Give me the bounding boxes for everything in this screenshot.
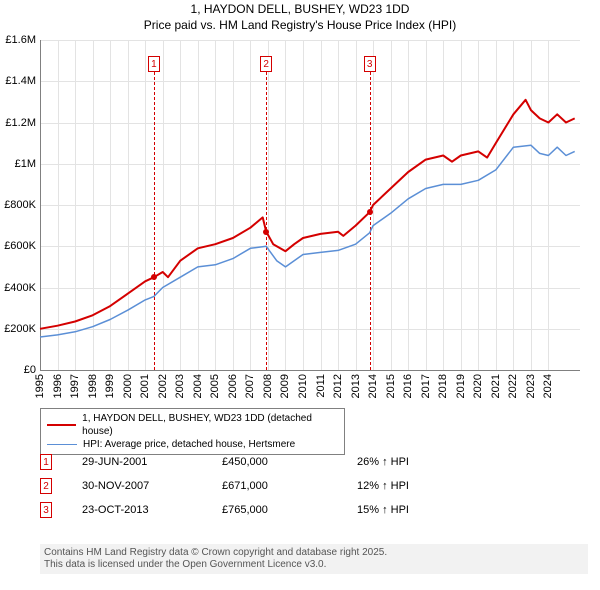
x-tick-label: 2013 xyxy=(350,374,362,398)
x-tick-label: 1995 xyxy=(34,374,46,398)
annotation-date: 29-JUN-2001 xyxy=(82,456,222,468)
y-tick-label: £200K xyxy=(4,323,36,335)
y-tick-label: £600K xyxy=(4,240,36,252)
x-tick-label: 1996 xyxy=(52,374,64,398)
legend-label: 1, HAYDON DELL, BUSHEY, WD23 1DD (detach… xyxy=(82,412,338,438)
annotation-price: £765,000 xyxy=(222,504,357,516)
x-tick-label: 2017 xyxy=(420,374,432,398)
annotation-price: £671,000 xyxy=(222,480,357,492)
sale-marker-dot xyxy=(263,229,269,235)
y-tick-label: £400K xyxy=(4,282,36,294)
y-tick-label: £1.2M xyxy=(5,117,36,129)
annotation-date: 30-NOV-2007 xyxy=(82,480,222,492)
x-tick-label: 2022 xyxy=(507,374,519,398)
x-tick-label: 2021 xyxy=(490,374,502,398)
y-tick-label: £1M xyxy=(15,158,36,170)
y-tick-label: £1.4M xyxy=(5,75,36,87)
sale-marker-box: 2 xyxy=(260,56,272,72)
x-tick-label: 2018 xyxy=(437,374,449,398)
x-tick-label: 2023 xyxy=(525,374,537,398)
sale-marker-dot xyxy=(367,209,373,215)
x-tick-label: 2016 xyxy=(402,374,414,398)
x-tick-label: 2005 xyxy=(209,374,221,398)
sales-annotation-table: 1 29-JUN-2001£450,00026% ↑ HPI 2 30-NOV-200… xyxy=(40,450,477,522)
x-tick-label: 2004 xyxy=(192,374,204,398)
x-tick-label: 2000 xyxy=(122,374,134,398)
x-tick-label: 2001 xyxy=(139,374,151,398)
footer-line2: This data is licensed under the Open Gov… xyxy=(44,559,584,571)
x-tick-label: 2008 xyxy=(262,374,274,398)
x-tick-label: 2002 xyxy=(157,374,169,398)
legend: 1, HAYDON DELL, BUSHEY, WD23 1DD (detach… xyxy=(40,408,345,455)
legend-swatch xyxy=(47,444,77,445)
annotation-index-box: 1 xyxy=(40,454,52,470)
sale-marker-box: 1 xyxy=(148,56,160,72)
x-tick-label: 2009 xyxy=(279,374,291,398)
x-axis-line xyxy=(40,370,580,371)
annotation-row: 1 29-JUN-2001£450,00026% ↑ HPI xyxy=(40,450,477,474)
legend-item: 1, HAYDON DELL, BUSHEY, WD23 1DD (detach… xyxy=(47,412,338,438)
x-tick-label: 2011 xyxy=(315,374,327,398)
annotation-index-box: 2 xyxy=(40,478,52,494)
sale-marker-box: 3 xyxy=(364,56,376,72)
y-tick-label: £800K xyxy=(4,199,36,211)
x-tick-label: 2014 xyxy=(367,374,379,398)
x-tick-label: 2020 xyxy=(472,374,484,398)
annotation-diff: 26% ↑ HPI xyxy=(357,456,477,468)
sale-marker-dot xyxy=(151,274,157,280)
x-tick-label: 2012 xyxy=(332,374,344,398)
x-tick-label: 2003 xyxy=(174,374,186,398)
series-svg xyxy=(40,40,580,370)
annotation-row: 3 23-OCT-2013£765,00015% ↑ HPI xyxy=(40,498,477,522)
chart-plot-area: £0£200K£400K£600K£800K£1M£1.2M£1.4M£1.6M… xyxy=(40,40,580,370)
x-tick-label: 1997 xyxy=(69,374,81,398)
annotation-diff: 12% ↑ HPI xyxy=(357,480,477,492)
x-tick-label: 2015 xyxy=(385,374,397,398)
annotation-date: 23-OCT-2013 xyxy=(82,504,222,516)
title-line2: Price paid vs. HM Land Registry's House … xyxy=(0,18,600,34)
footer-licence-note: Contains HM Land Registry data © Crown c… xyxy=(40,544,588,574)
annotation-price: £450,000 xyxy=(222,456,357,468)
title-line1: 1, HAYDON DELL, BUSHEY, WD23 1DD xyxy=(0,2,600,18)
x-tick-label: 2007 xyxy=(244,374,256,398)
annotation-row: 2 30-NOV-2007£671,00012% ↑ HPI xyxy=(40,474,477,498)
x-tick-label: 1999 xyxy=(104,374,116,398)
x-tick-label: 1998 xyxy=(87,374,99,398)
annotation-index-box: 3 xyxy=(40,502,52,518)
annotation-diff: 15% ↑ HPI xyxy=(357,504,477,516)
series-line-hpi xyxy=(40,145,575,337)
series-line-price_paid xyxy=(40,100,575,329)
x-tick-label: 2010 xyxy=(297,374,309,398)
x-tick-label: 2024 xyxy=(542,374,554,398)
footer-line1: Contains HM Land Registry data © Crown c… xyxy=(44,547,584,559)
chart-title: 1, HAYDON DELL, BUSHEY, WD23 1DD Price p… xyxy=(0,0,600,33)
x-tick-label: 2019 xyxy=(455,374,467,398)
legend-swatch xyxy=(47,424,76,426)
x-tick-label: 2006 xyxy=(227,374,239,398)
y-tick-label: £1.6M xyxy=(5,34,36,46)
